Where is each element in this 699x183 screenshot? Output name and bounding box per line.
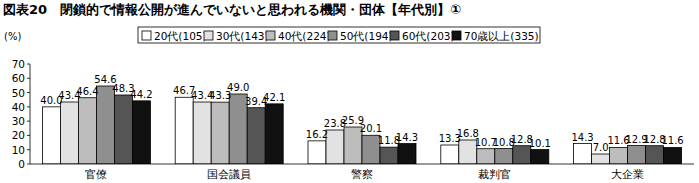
data-label: 42.1 (263, 92, 285, 103)
data-label: 7.0 (593, 142, 609, 153)
legend-swatch (328, 31, 337, 40)
x-tick-label: 裁判官 (478, 168, 511, 180)
y-axis-label: (%) (4, 31, 21, 42)
bar (308, 141, 326, 164)
data-label: 14.3 (396, 132, 418, 143)
data-label: 16.2 (306, 129, 328, 140)
bars (42, 86, 681, 164)
bar (211, 102, 229, 164)
legend-label: 40代(224) (278, 30, 331, 42)
x-tick-label: 大企業 (611, 168, 644, 180)
data-label: 49.0 (227, 82, 249, 93)
bar (610, 147, 628, 164)
y-tick (27, 92, 30, 93)
legend-swatch (390, 31, 399, 40)
bar (628, 146, 646, 164)
legend-label: 20代(105) (154, 30, 207, 42)
bar (175, 97, 193, 164)
bar (646, 146, 664, 164)
y-axis-line (30, 64, 31, 164)
chart: 図表20 閉鎖的で情報公開が進んでいないと思われる機関・団体【年代別】① (%) 2… (0, 0, 699, 183)
data-label: 10.1 (529, 138, 551, 149)
x-tick-label: 国会議員 (207, 168, 251, 180)
bar (132, 101, 150, 164)
legend-swatch (204, 31, 213, 40)
y-tick (27, 121, 30, 122)
bar (60, 102, 78, 164)
bar (574, 144, 592, 164)
bar (114, 95, 132, 164)
legend-frame (138, 27, 540, 43)
y-tick-label: 50 (12, 87, 25, 99)
bar (265, 104, 283, 164)
x-tick-label: 官僚 (85, 168, 107, 180)
bar (78, 98, 96, 164)
data-label: 14.3 (571, 132, 593, 143)
y-tick-label: 20 (12, 129, 25, 141)
x-axis-line (30, 164, 694, 165)
legend-label: 70歳以上(335) (464, 30, 539, 42)
y-tick (27, 64, 30, 65)
bar (42, 107, 60, 164)
x-axis: 官僚 国会議員 警察 裁判官 大企業 (30, 164, 694, 180)
y-tick-label: 10 (12, 144, 25, 156)
data-label: 11.6 (661, 135, 683, 146)
data-label: 20.1 (360, 123, 382, 134)
bar (664, 147, 682, 164)
legend: 20代(105) 30代(143) 40代(224) 50代(194) 60代(203)… (138, 27, 540, 43)
bar (441, 145, 459, 164)
bar (531, 150, 549, 164)
legend-swatch (142, 31, 151, 40)
y-tick-label: 40 (12, 101, 25, 113)
legend-swatch (266, 31, 275, 40)
y-tick-label: 0 (18, 158, 25, 170)
y-tick (27, 135, 30, 136)
bar (193, 102, 211, 164)
title: 図表20 閉鎖的で情報公開が進んでいないと思われる機関・団体【年代別】① (3, 2, 461, 17)
bar (398, 144, 416, 164)
y-tick (27, 149, 30, 150)
bar (495, 149, 513, 164)
y-tick (27, 164, 30, 165)
data-label: 44.2 (130, 89, 152, 100)
bar (477, 149, 495, 164)
x-tick-label: 警察 (351, 168, 373, 180)
y-tick-label: 60 (12, 72, 25, 84)
legend-label: 60代(203) (402, 30, 455, 42)
y-axis: 0 10 20 30 40 50 60 70 (12, 58, 30, 170)
bar (326, 130, 344, 164)
y-tick-label: 30 (12, 115, 25, 127)
legend-swatch (452, 31, 461, 40)
bar (96, 86, 114, 164)
y-tick-label: 70 (12, 58, 25, 70)
bar (380, 147, 398, 164)
y-tick (27, 106, 30, 107)
data-label: 46.4 (76, 86, 98, 97)
bar (247, 108, 265, 164)
y-tick (27, 78, 30, 79)
legend-label: 50代(194) (340, 30, 393, 42)
legend-label: 30代(143) (216, 30, 269, 42)
bar (592, 154, 610, 164)
data-labels: 40.043.446.454.648.344.246.743.443.349.0… (40, 74, 683, 153)
